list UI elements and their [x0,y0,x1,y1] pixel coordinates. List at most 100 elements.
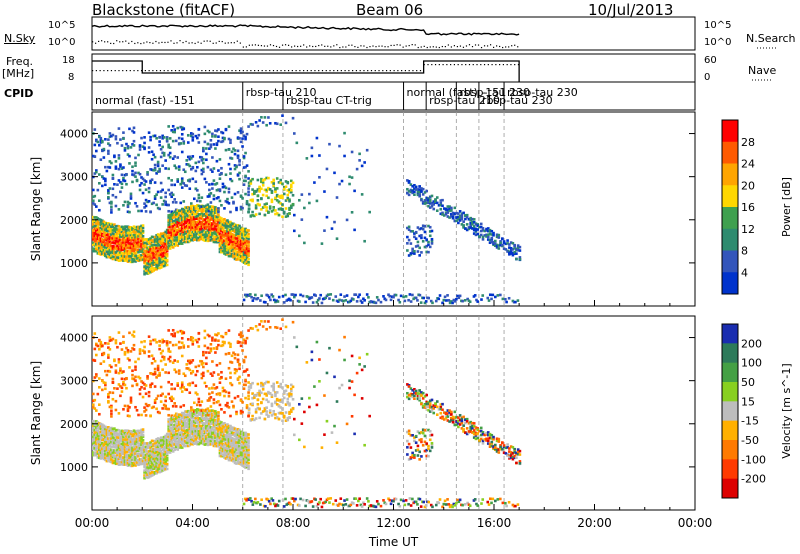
velocity-cell [146,404,149,408]
power-cell [235,240,238,243]
power-cell [227,222,231,226]
power-cell [126,205,130,209]
velocity-cell [215,428,219,432]
power-cell [209,221,213,225]
power-cell [277,195,281,198]
velocity-cell [217,332,220,335]
nave-dot [517,64,520,66]
velocity-cell [93,376,97,379]
velocity-cell [152,473,155,476]
velocity-cell [186,434,190,437]
velocity-cell [205,419,208,422]
nave-dot [95,70,97,72]
velocity-cell [171,420,175,423]
power-cell [135,204,139,208]
velocity-cell [188,422,192,426]
velocity-cell [161,407,164,410]
power-cell [104,228,107,232]
power-cell [247,210,250,214]
velocity-cell [131,442,134,446]
velocity-cell [211,415,214,418]
velocity-cell [171,361,175,364]
velocity-cell [92,427,95,430]
noise-search-dot [381,45,383,47]
power-cell [182,219,186,223]
power-cell [236,154,240,158]
power-cell [95,224,98,228]
velocity-cell [119,445,122,449]
power-cell [224,219,228,223]
velocity-cell [214,351,217,354]
power-cell [197,219,201,223]
velocity-cell [182,419,186,423]
power-cell [132,238,136,242]
velocity-cell [224,446,228,450]
nave-dot [434,64,437,66]
velocity-cell [218,447,222,450]
power-cell [99,158,103,162]
velocity-cell [99,447,103,450]
power-cell [451,301,454,305]
noise-search-dot [333,45,335,47]
velocity-cell [209,409,213,412]
velocity-cell [113,461,116,464]
velocity-cell [107,451,110,455]
power-cell [389,298,393,302]
velocity-cell [153,370,157,374]
power-cell [149,168,152,171]
velocity-cell [168,426,172,430]
power-cell [177,230,181,233]
nave-dot [182,70,184,72]
noise-search-dot [113,42,115,45]
velocity-cell [147,466,151,470]
power-cell [165,237,169,240]
power-cell [217,218,220,222]
velocity-cell [134,437,137,441]
velocity-cell [147,454,151,458]
velocity-cell [98,422,101,425]
velocity-cell [193,410,196,414]
power-cell [98,221,101,225]
power-cell [168,213,172,217]
power-cell [272,208,275,212]
nave-dot [110,70,113,72]
power-cell [367,296,370,299]
power-cell [92,249,95,253]
velocity-cell [236,446,240,450]
velocity-cell [221,343,225,347]
velocity-cell [193,401,196,405]
velocity-cell [170,444,173,447]
velocity-cell [196,393,199,396]
velocity-cell [147,355,151,358]
power-cell [135,251,139,254]
power-cell [336,300,340,303]
power-cell [95,240,98,243]
velocity-cell [214,415,217,418]
power-cell [362,297,365,301]
nave-dot [272,70,275,72]
velocity-cell [128,438,131,442]
power-cell [258,119,261,122]
power-cell [125,182,128,186]
power-cell [194,169,198,173]
velocity-cell [93,332,97,335]
power-cell [128,127,131,131]
power-cell [134,201,137,205]
power-cell [455,211,458,215]
velocity-cell [226,456,229,460]
power-cell [365,148,369,152]
power-cell [107,233,110,236]
power-cell [242,232,246,235]
power-cell [202,170,205,174]
velocity-cell [208,411,211,415]
power-cell [211,214,214,218]
power-cell [513,243,516,247]
velocity-cell [180,430,184,434]
freq-label: Freq. [6,55,34,68]
power-cell [206,213,210,217]
velocity-cell [208,440,211,443]
power-cell [486,233,490,237]
velocity-cell [209,417,213,420]
noise-search-dot [98,40,100,43]
power-cell [153,262,157,266]
